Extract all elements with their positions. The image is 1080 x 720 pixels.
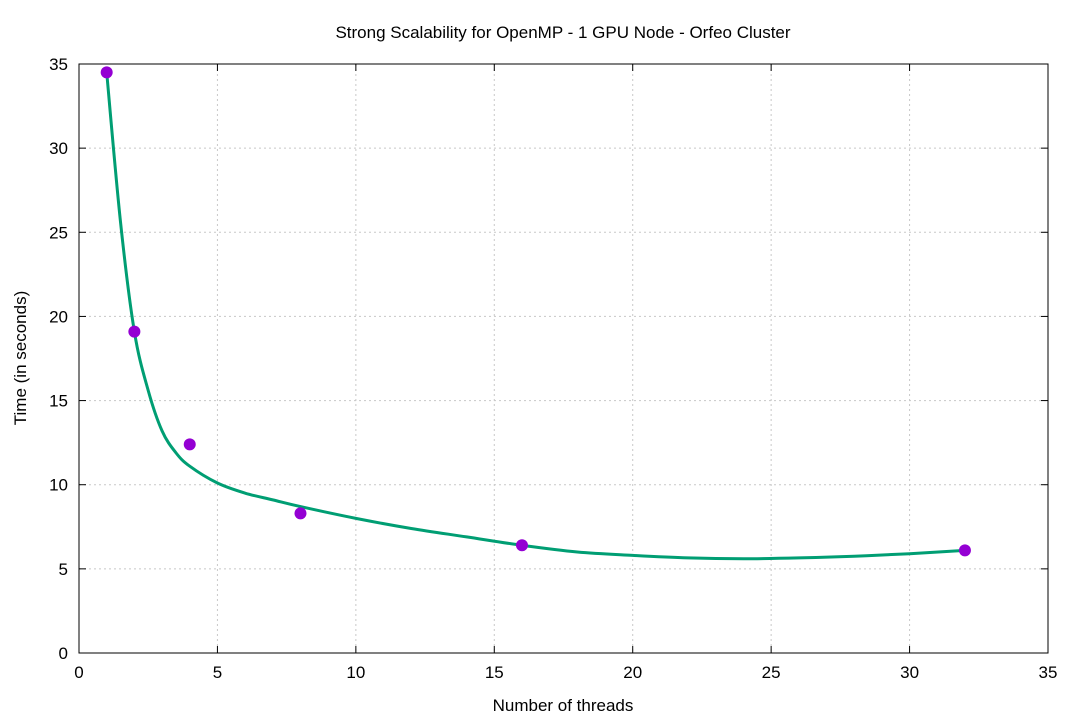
data-point <box>294 507 307 520</box>
y-tick-label: 0 <box>59 644 68 663</box>
y-tick-label: 5 <box>59 560 68 579</box>
x-tick-label: 10 <box>346 663 365 682</box>
data-point <box>515 539 528 552</box>
x-tick-label: 0 <box>74 663 83 682</box>
y-tick-label: 35 <box>49 55 68 74</box>
x-tick-label: 25 <box>762 663 781 682</box>
fit-line <box>105 70 967 561</box>
chart-title: Strong Scalability for OpenMP - 1 GPU No… <box>335 23 790 42</box>
x-tick-label: 15 <box>485 663 504 682</box>
y-tick-label: 20 <box>49 307 68 326</box>
y-tick-label: 10 <box>49 476 68 495</box>
axis-ticks: 0 5 10 15 20 25 30 35 0 5 10 15 20 25 30 35 <box>49 55 1057 682</box>
x-tick-label: 5 <box>213 663 222 682</box>
data-point <box>183 438 196 451</box>
data-point <box>128 325 141 338</box>
y-tick-label: 30 <box>49 139 68 158</box>
series <box>100 66 971 561</box>
y-tick-label: 15 <box>49 392 68 411</box>
data-point <box>958 544 971 557</box>
x-tick-label: 20 <box>623 663 642 682</box>
x-axis-label: Number of threads <box>493 696 634 715</box>
plot-frame <box>78 63 1049 654</box>
x-tick-label: 30 <box>900 663 919 682</box>
y-axis-label: Time (in seconds) <box>11 291 30 425</box>
data-point <box>100 66 113 79</box>
y-tick-label: 25 <box>49 223 68 242</box>
x-tick-label: 35 <box>1039 663 1058 682</box>
